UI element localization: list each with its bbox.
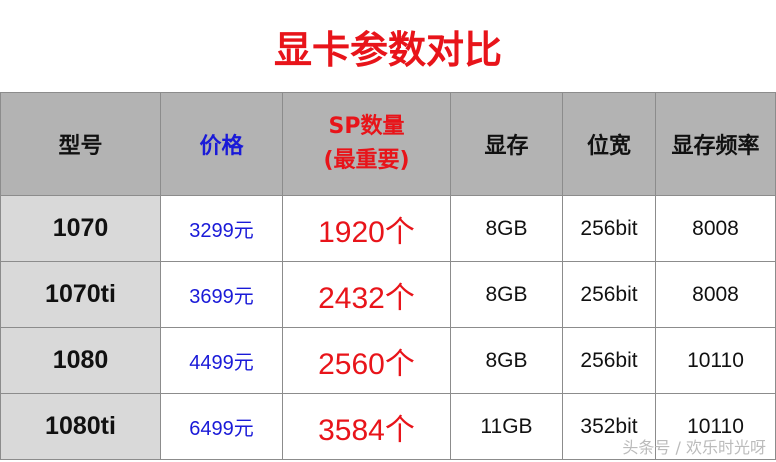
cell-price: 6499元: [160, 393, 283, 460]
cell-freq: 8008: [655, 195, 776, 262]
table-row: 1070 3299元 1920个 8GB 256bit 8008: [0, 195, 776, 262]
table-row: 1080 4499元 2560个 8GB 256bit 10110: [0, 327, 776, 394]
cell-sp: 3584个: [282, 393, 451, 460]
cell-freq: 10110: [655, 327, 776, 394]
cell-memory: 8GB: [450, 261, 563, 328]
page-title: 显卡参数对比: [273, 27, 502, 72]
header-sp: SP数量 (最重要): [282, 92, 451, 196]
cell-sp: 2432个: [282, 261, 451, 328]
cell-sp: 1920个: [282, 195, 451, 262]
cell-model: 1070ti: [0, 261, 161, 328]
cell-model: 1070: [0, 195, 161, 262]
cell-memory: 11GB: [450, 393, 563, 460]
cell-freq: 10110: [655, 393, 776, 460]
cell-sp: 2560个: [282, 327, 451, 394]
cell-bus: 256bit: [562, 327, 656, 394]
cell-price: 3699元: [160, 261, 283, 328]
header-model: 型号: [0, 92, 161, 196]
cell-memory: 8GB: [450, 195, 563, 262]
header-sp-line2: (最重要): [323, 148, 410, 173]
header-freq: 显存频率: [655, 92, 776, 196]
cell-freq: 8008: [655, 261, 776, 328]
cell-model: 1080ti: [0, 393, 161, 460]
header-bus: 位宽: [562, 92, 656, 196]
cell-bus: 256bit: [562, 261, 656, 328]
watermark: 头条号 / 欢乐时光呀: [622, 438, 766, 457]
cell-bus: 256bit: [562, 195, 656, 262]
header-memory: 显存: [450, 92, 563, 196]
cell-memory: 8GB: [450, 327, 563, 394]
table-row: 1080ti 6499元 3584个 11GB 352bit 10110: [0, 393, 776, 460]
cell-model: 1080: [0, 327, 161, 394]
header-price: 价格: [160, 92, 283, 196]
table-row: 1070ti 3699元 2432个 8GB 256bit 8008: [0, 261, 776, 328]
gpu-comparison-table: 型号 价格 SP数量 (最重要) 显存 位宽 显存频率 1070 3299元 19…: [0, 92, 776, 460]
header-sp-line1: SP数量: [328, 114, 405, 139]
header-row: 型号 价格 SP数量 (最重要) 显存 位宽 显存频率: [0, 92, 776, 196]
cell-price: 4499元: [160, 327, 283, 394]
cell-price: 3299元: [160, 195, 283, 262]
